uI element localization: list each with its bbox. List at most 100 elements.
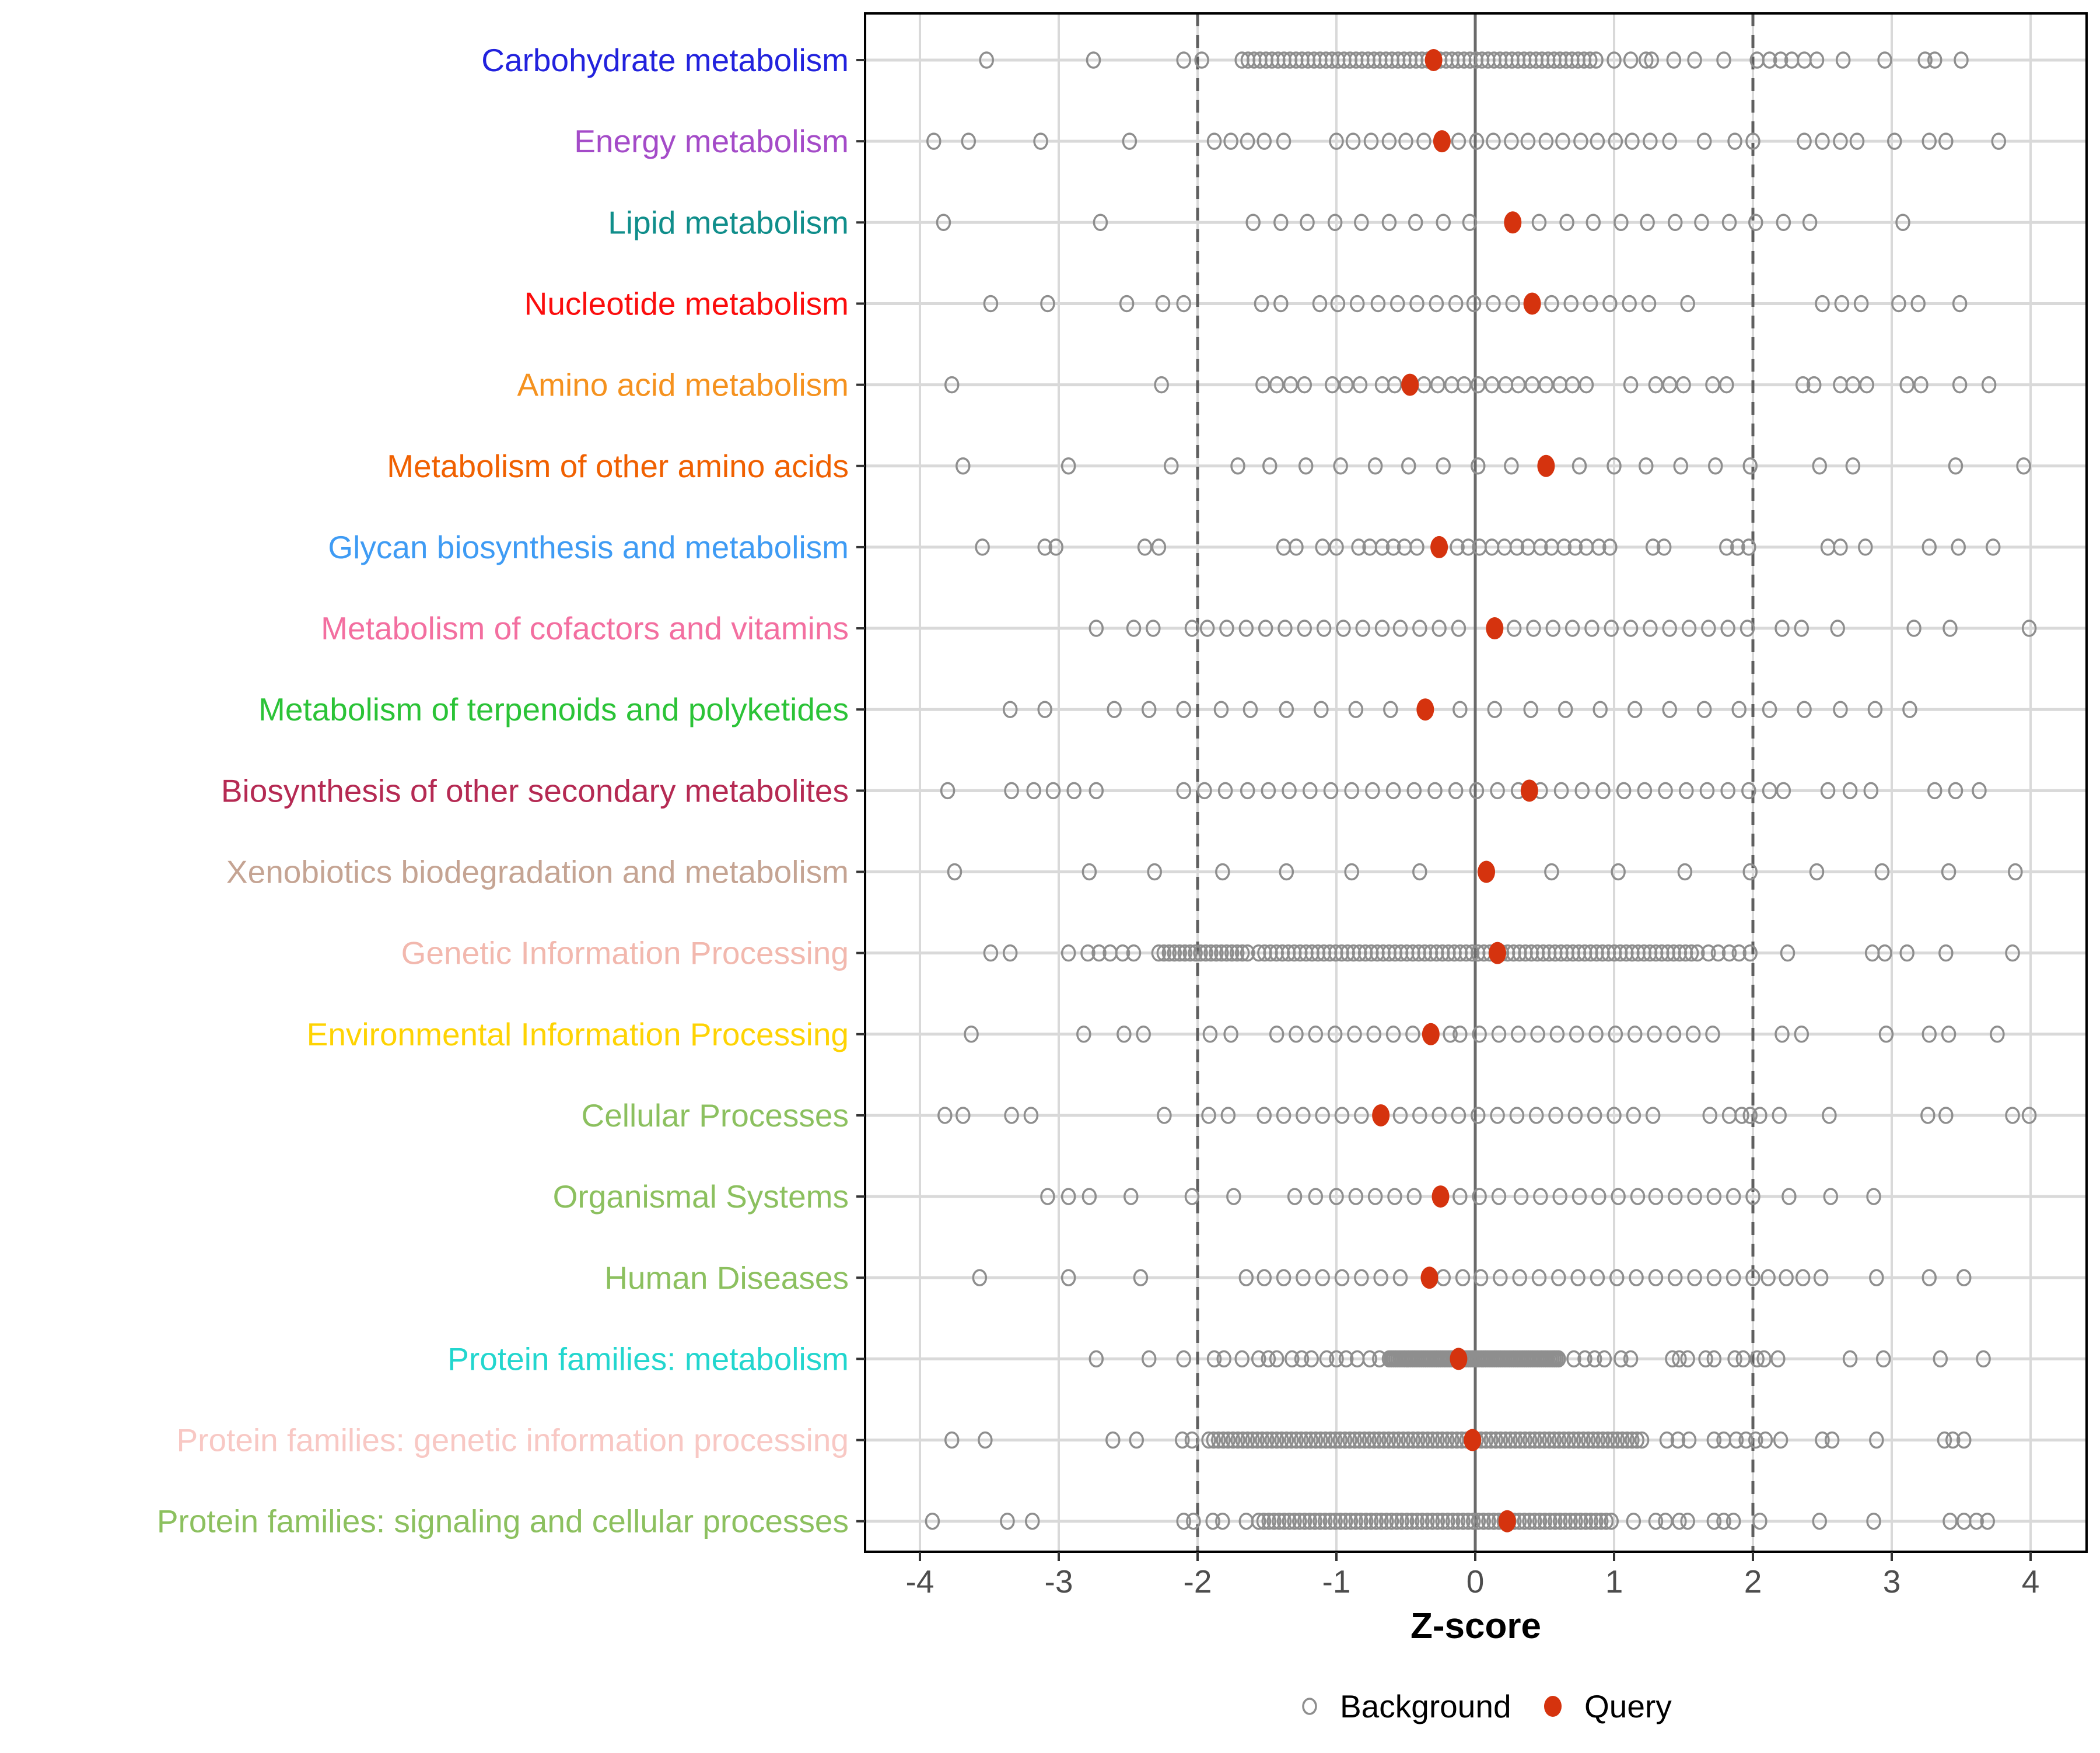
background-point	[1255, 376, 1270, 394]
background-point	[1327, 1026, 1343, 1043]
background-point	[1352, 1431, 1367, 1449]
category-label: Glycan biosynthesis and metabolism	[328, 529, 849, 565]
background-point	[1266, 1512, 1282, 1530]
background-point	[1154, 376, 1169, 394]
category-label: Cellular Processes	[581, 1097, 849, 1133]
background-point	[1199, 620, 1215, 637]
background-point	[1338, 376, 1354, 394]
background-point	[1701, 944, 1716, 962]
background-point	[1859, 376, 1874, 394]
background-point	[1399, 1512, 1415, 1530]
background-point	[1368, 1512, 1384, 1530]
background-point	[1590, 1431, 1606, 1449]
category-label: Nucleotide metabolism	[524, 285, 849, 321]
background-point	[1282, 782, 1297, 800]
background-point	[1927, 782, 1943, 800]
background-point	[1186, 1512, 1201, 1530]
background-point	[1292, 1512, 1307, 1530]
background-point	[1600, 1431, 1615, 1449]
background-point	[1385, 782, 1401, 800]
background-point	[1758, 1431, 1773, 1449]
background-point	[1076, 1026, 1091, 1043]
background-point	[1748, 1431, 1763, 1449]
background-point	[1558, 701, 1573, 718]
background-point	[1082, 863, 1097, 881]
background-point	[1615, 1431, 1630, 1449]
background-point	[1699, 782, 1715, 800]
x-axis-ticks	[919, 1552, 2032, 1561]
background-point	[1319, 1350, 1335, 1368]
background-point	[1822, 1107, 1837, 1124]
background-point	[1584, 620, 1600, 637]
background-point	[1948, 782, 1964, 800]
background-point	[1412, 863, 1427, 881]
background-point	[1533, 538, 1548, 556]
background-point	[1629, 1431, 1645, 1449]
background-point	[1296, 1269, 1311, 1286]
background-point	[1303, 782, 1318, 800]
background-point	[1626, 1107, 1642, 1124]
background-point	[1287, 1188, 1303, 1205]
query-point	[1372, 1104, 1390, 1126]
background-point	[1899, 376, 1915, 394]
background-point	[1338, 1512, 1353, 1530]
background-point	[1325, 376, 1340, 394]
background-point	[1328, 1512, 1343, 1530]
background-point	[1219, 620, 1234, 637]
x-tick-label: -2	[1184, 1563, 1212, 1600]
background-point	[1462, 214, 1478, 232]
background-point	[1184, 1188, 1200, 1205]
data-points	[925, 49, 2037, 1532]
background-point	[1355, 620, 1370, 637]
background-point	[1845, 376, 1861, 394]
background-point	[1745, 1269, 1760, 1286]
background-point	[1605, 1431, 1620, 1449]
background-point	[1201, 1107, 1216, 1124]
background-point	[1556, 538, 1572, 556]
background-point	[1527, 1431, 1542, 1449]
background-point	[1716, 51, 1731, 69]
background-point	[1587, 1350, 1602, 1368]
background-point	[1833, 701, 1848, 718]
background-point	[1353, 1512, 1368, 1530]
background-point	[1256, 132, 1272, 150]
category-label: Protein families: signaling and cellular…	[157, 1503, 849, 1539]
background-point	[1215, 863, 1230, 881]
background-point	[1571, 1431, 1586, 1449]
background-point	[1357, 1431, 1372, 1449]
x-tick-label: 2	[1744, 1563, 1762, 1600]
background-point	[1696, 132, 1712, 150]
background-point	[1316, 620, 1332, 637]
background-point	[1505, 295, 1521, 313]
background-point	[1471, 376, 1486, 394]
background-point	[1797, 701, 1812, 718]
background-point	[1706, 1431, 1722, 1449]
background-point	[1405, 1431, 1421, 1449]
background-point	[1512, 1269, 1527, 1286]
background-point	[1835, 51, 1851, 69]
background-point	[1513, 1431, 1528, 1449]
background-point	[1583, 1512, 1598, 1530]
background-point	[1604, 620, 1619, 637]
background-point	[1592, 701, 1608, 718]
background-point	[1450, 538, 1465, 556]
background-point	[1146, 620, 1161, 637]
background-point	[1436, 457, 1451, 475]
background-point	[1116, 1026, 1132, 1043]
background-point	[1322, 1512, 1338, 1530]
background-point	[1254, 295, 1269, 313]
background-point	[1937, 1431, 1952, 1449]
background-point	[1742, 944, 1758, 962]
background-point	[1849, 132, 1865, 150]
y-axis-ticks	[856, 59, 865, 1523]
background-point	[1201, 1431, 1216, 1449]
background-point	[1610, 1431, 1625, 1449]
background-point	[1776, 782, 1791, 800]
background-point	[1680, 1512, 1695, 1530]
background-point	[1812, 457, 1827, 475]
background-point	[1481, 1512, 1496, 1530]
background-point	[1390, 295, 1405, 313]
query-point	[1450, 1348, 1468, 1370]
background-point	[1672, 1350, 1687, 1368]
background-point	[1581, 1431, 1596, 1449]
